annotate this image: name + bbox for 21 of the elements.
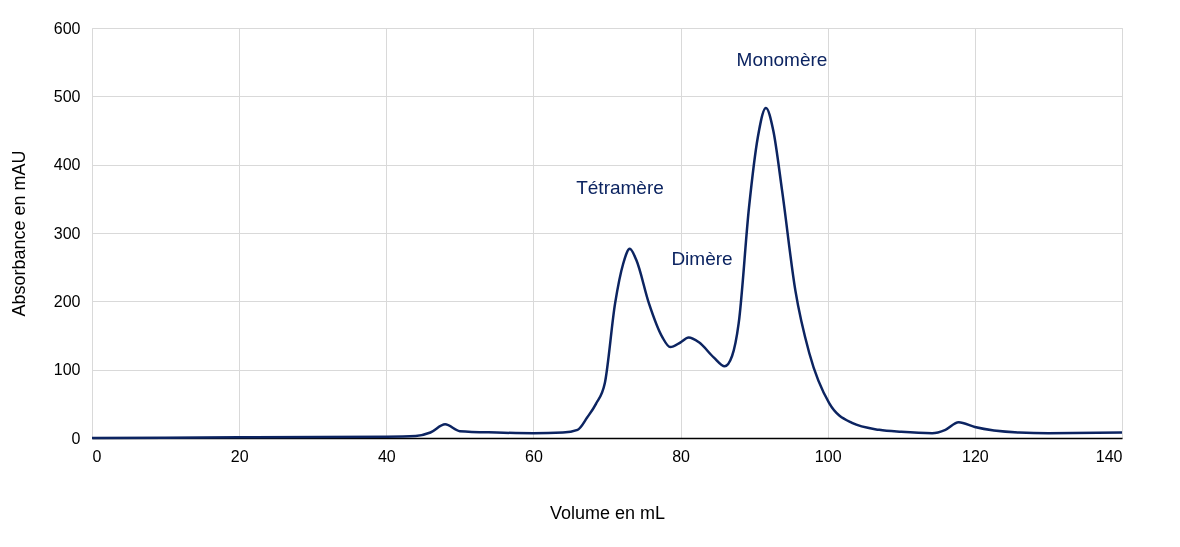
x-tick-label: 80 — [672, 447, 691, 465]
y-tick-label: 500 — [53, 87, 81, 105]
x-tick-label: 0 — [92, 447, 102, 465]
line-series — [90, 106, 1124, 440]
annotation: Dimère — [671, 248, 733, 269]
x-axis-title: Volume en mL — [549, 502, 666, 523]
annotation: Tétramère — [576, 177, 664, 198]
y-tick-label: 100 — [53, 361, 81, 379]
y-tick-label: 200 — [53, 292, 81, 310]
annotation: Monomère — [736, 49, 828, 70]
x-tick-label: 20 — [230, 447, 249, 465]
x-tick-label: 120 — [962, 447, 989, 465]
x-tick-label: 60 — [525, 447, 543, 465]
y-tick-label: 400 — [53, 156, 81, 174]
y-tick-label: 0 — [71, 429, 81, 447]
y-tick-label: 300 — [53, 224, 81, 242]
y-axis-title: Absorbance en mAU — [8, 150, 29, 317]
x-tick-label: 40 — [377, 447, 396, 465]
y-tick-label: 600 — [53, 19, 81, 37]
x-tick-label: 100 — [814, 447, 842, 465]
x-tick-label: 140 — [1095, 447, 1123, 465]
